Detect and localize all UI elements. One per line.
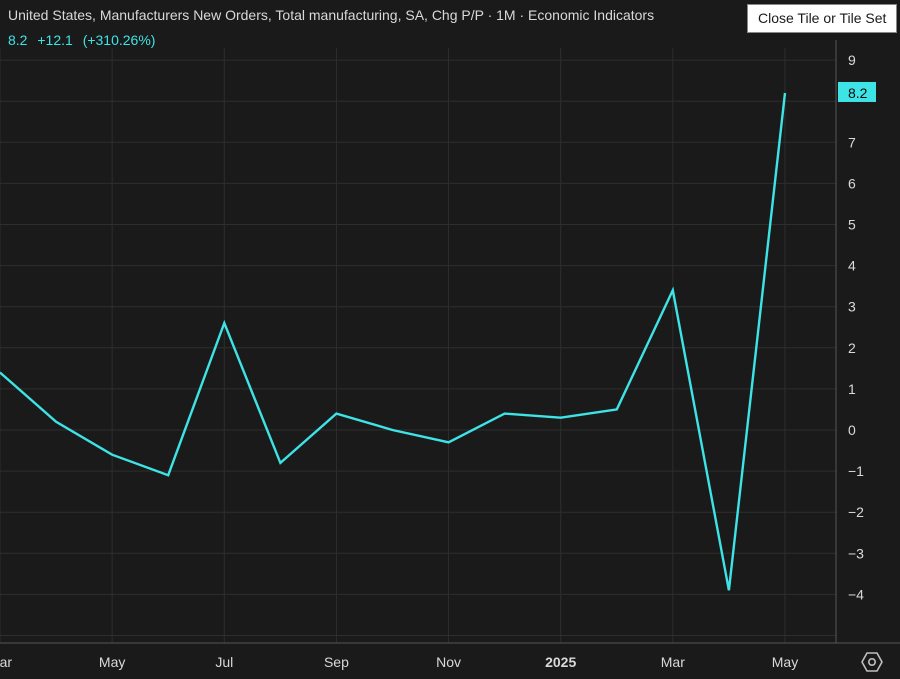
x-tick-label: Mar [661, 654, 685, 670]
x-tick-label: Jul [215, 654, 233, 670]
series-line [0, 93, 785, 590]
series-layer [0, 93, 785, 591]
y-tick-label: 0 [848, 422, 856, 438]
y-tick-label: 2 [848, 340, 856, 356]
y-tick-label: −4 [848, 586, 864, 602]
y-tick-label: 5 [848, 217, 856, 233]
y-tick-label: 7 [848, 134, 856, 150]
x-tick-label: Mar [0, 654, 12, 670]
x-tick-label: Nov [436, 654, 461, 670]
y-tick-label: 3 [848, 299, 856, 315]
chart-title: United States, Manufacturers New Orders,… [8, 7, 750, 23]
x-tick-label: May [99, 654, 125, 670]
y-tick-label: 9 [848, 52, 856, 68]
x-tick-label: Sep [324, 654, 349, 670]
close-tile-tooltip: Close Tile or Tile Set [747, 4, 897, 33]
change-value: +12.1 [37, 32, 72, 48]
y-tick-label: 6 [848, 175, 856, 191]
settings-gear-icon[interactable] [860, 650, 884, 674]
x-tick-label: 2025 [545, 654, 576, 670]
y-tick-label: −1 [848, 463, 864, 479]
x-tick-label: May [772, 654, 798, 670]
readout: 8.2 +12.1 (+310.26%) [8, 32, 161, 48]
y-tick-label: 1 [848, 381, 856, 397]
last-value-badge-label: 8.2 [848, 85, 868, 101]
axes [0, 40, 900, 643]
y-tick-label: 4 [848, 258, 856, 274]
grid [0, 48, 836, 643]
labels: 9 7 6 5 4 3 2 1 0 −1 −2 −3 −4 Mar May Jul Sep Nov 2025 Mar M… [0, 52, 876, 670]
y-tick-label: −2 [848, 504, 864, 520]
y-tick-label: −3 [848, 545, 864, 561]
last-value: 8.2 [8, 32, 27, 48]
change-percent: (+310.26%) [83, 32, 156, 48]
